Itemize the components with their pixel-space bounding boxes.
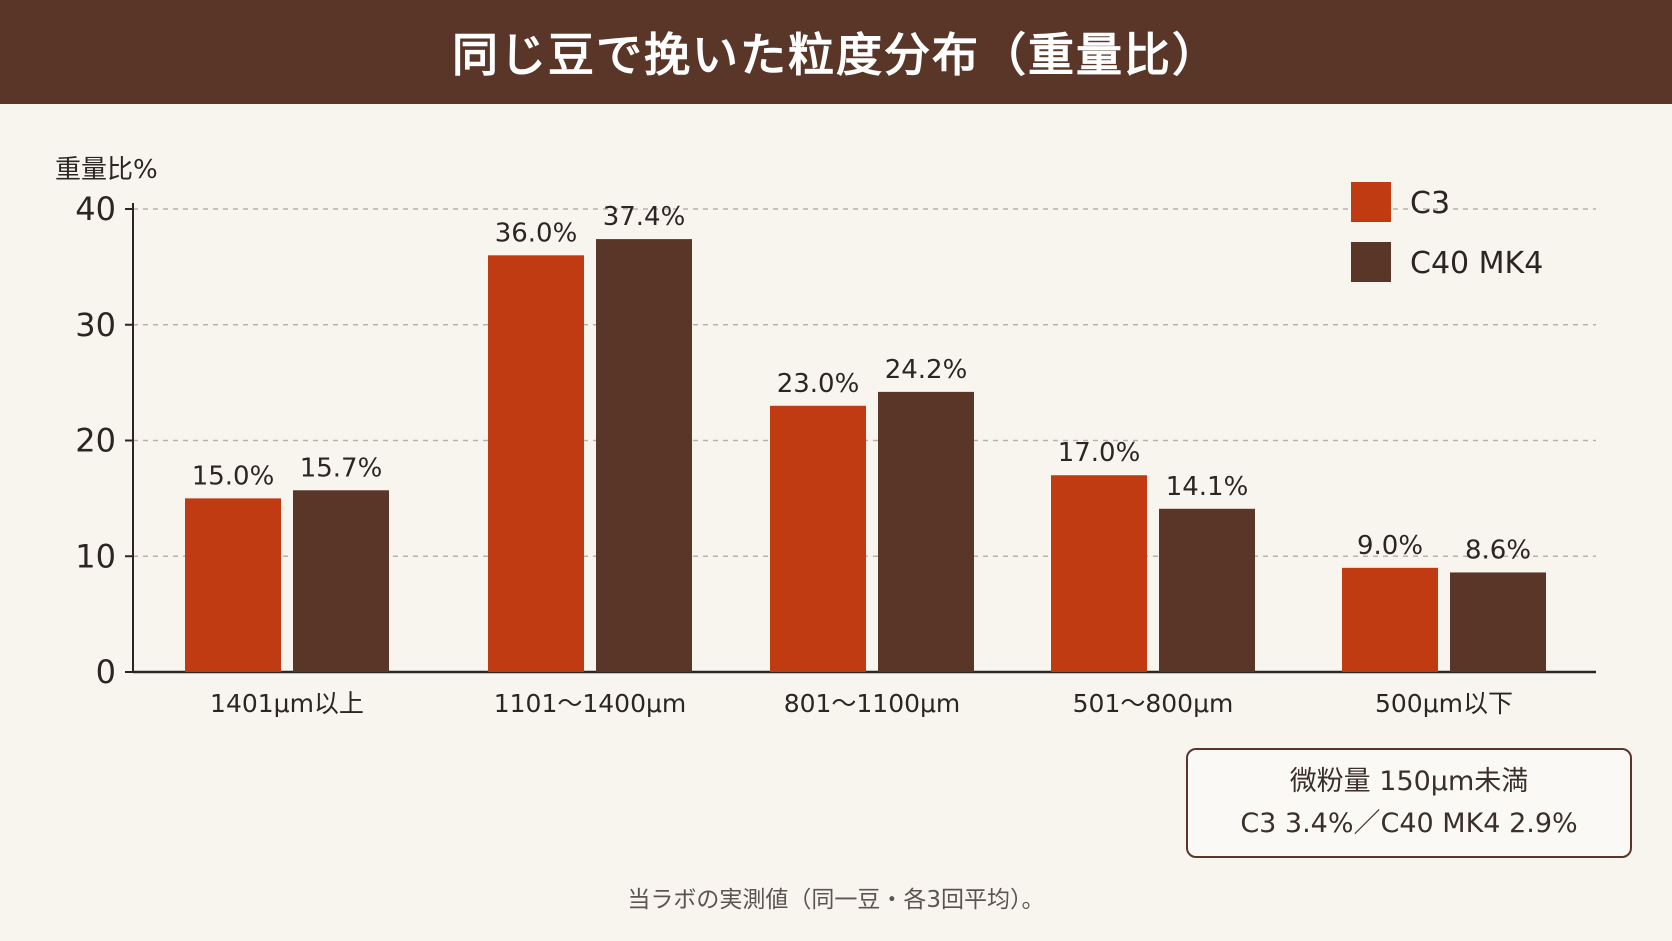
x-tick-label: 1401μm以上 xyxy=(210,689,364,718)
data-label: 37.4% xyxy=(603,202,686,232)
bar-c40mk4 xyxy=(293,490,389,672)
y-tick-label: 20 xyxy=(75,422,116,460)
bar-c40mk4 xyxy=(1159,508,1255,672)
chart-title: 同じ豆で挽いた粒度分布（重量比） xyxy=(452,28,1220,82)
legend-label: C40 MK4 xyxy=(1410,246,1543,281)
x-tick-label: 801〜1100μm xyxy=(784,689,961,718)
footnote: 当ラボの実測値（同一豆・各3回平均）。 xyxy=(627,887,1045,913)
y-tick-label: 40 xyxy=(75,190,116,228)
data-label: 17.0% xyxy=(1058,438,1141,468)
x-tick-label: 501〜800μm xyxy=(1073,689,1234,718)
bar-c3 xyxy=(1051,475,1147,672)
bar-c40mk4 xyxy=(1450,572,1546,672)
data-label: 36.0% xyxy=(495,218,578,248)
data-label: 15.0% xyxy=(192,461,275,491)
fines-note-line1: 微粉量 150μm未満 xyxy=(1289,766,1529,797)
data-label: 8.6% xyxy=(1465,535,1531,565)
bar-c3 xyxy=(488,255,584,673)
bar-c40mk4 xyxy=(878,391,974,672)
fines-note-line2: C3 3.4%／C40 MK4 2.9% xyxy=(1240,808,1578,839)
legend-swatch xyxy=(1351,242,1391,282)
y-tick-label: 0 xyxy=(96,653,116,691)
legend-label: C3 xyxy=(1410,186,1450,221)
x-tick-label: 1101〜1400μm xyxy=(494,689,687,718)
x-tick-label: 500μm以下 xyxy=(1375,689,1513,718)
data-label: 23.0% xyxy=(777,369,860,399)
data-label: 9.0% xyxy=(1357,531,1423,561)
y-tick-label: 10 xyxy=(75,537,116,575)
data-label: 15.7% xyxy=(300,453,383,483)
bar-c3 xyxy=(185,498,281,672)
bar-c40mk4 xyxy=(596,239,692,672)
data-label: 24.2% xyxy=(885,355,968,385)
data-label: 14.1% xyxy=(1166,472,1249,502)
bar-c3 xyxy=(1342,567,1438,672)
bar-c3 xyxy=(770,405,866,672)
fines-note-box: 微粉量 150μm未満 C3 3.4%／C40 MK4 2.9% xyxy=(1186,748,1632,858)
y-tick-label: 30 xyxy=(75,306,116,344)
y-axis-label: 重量比% xyxy=(55,155,158,185)
title-bar: 同じ豆で挽いた粒度分布（重量比） xyxy=(0,0,1672,104)
legend-swatch xyxy=(1351,182,1391,222)
